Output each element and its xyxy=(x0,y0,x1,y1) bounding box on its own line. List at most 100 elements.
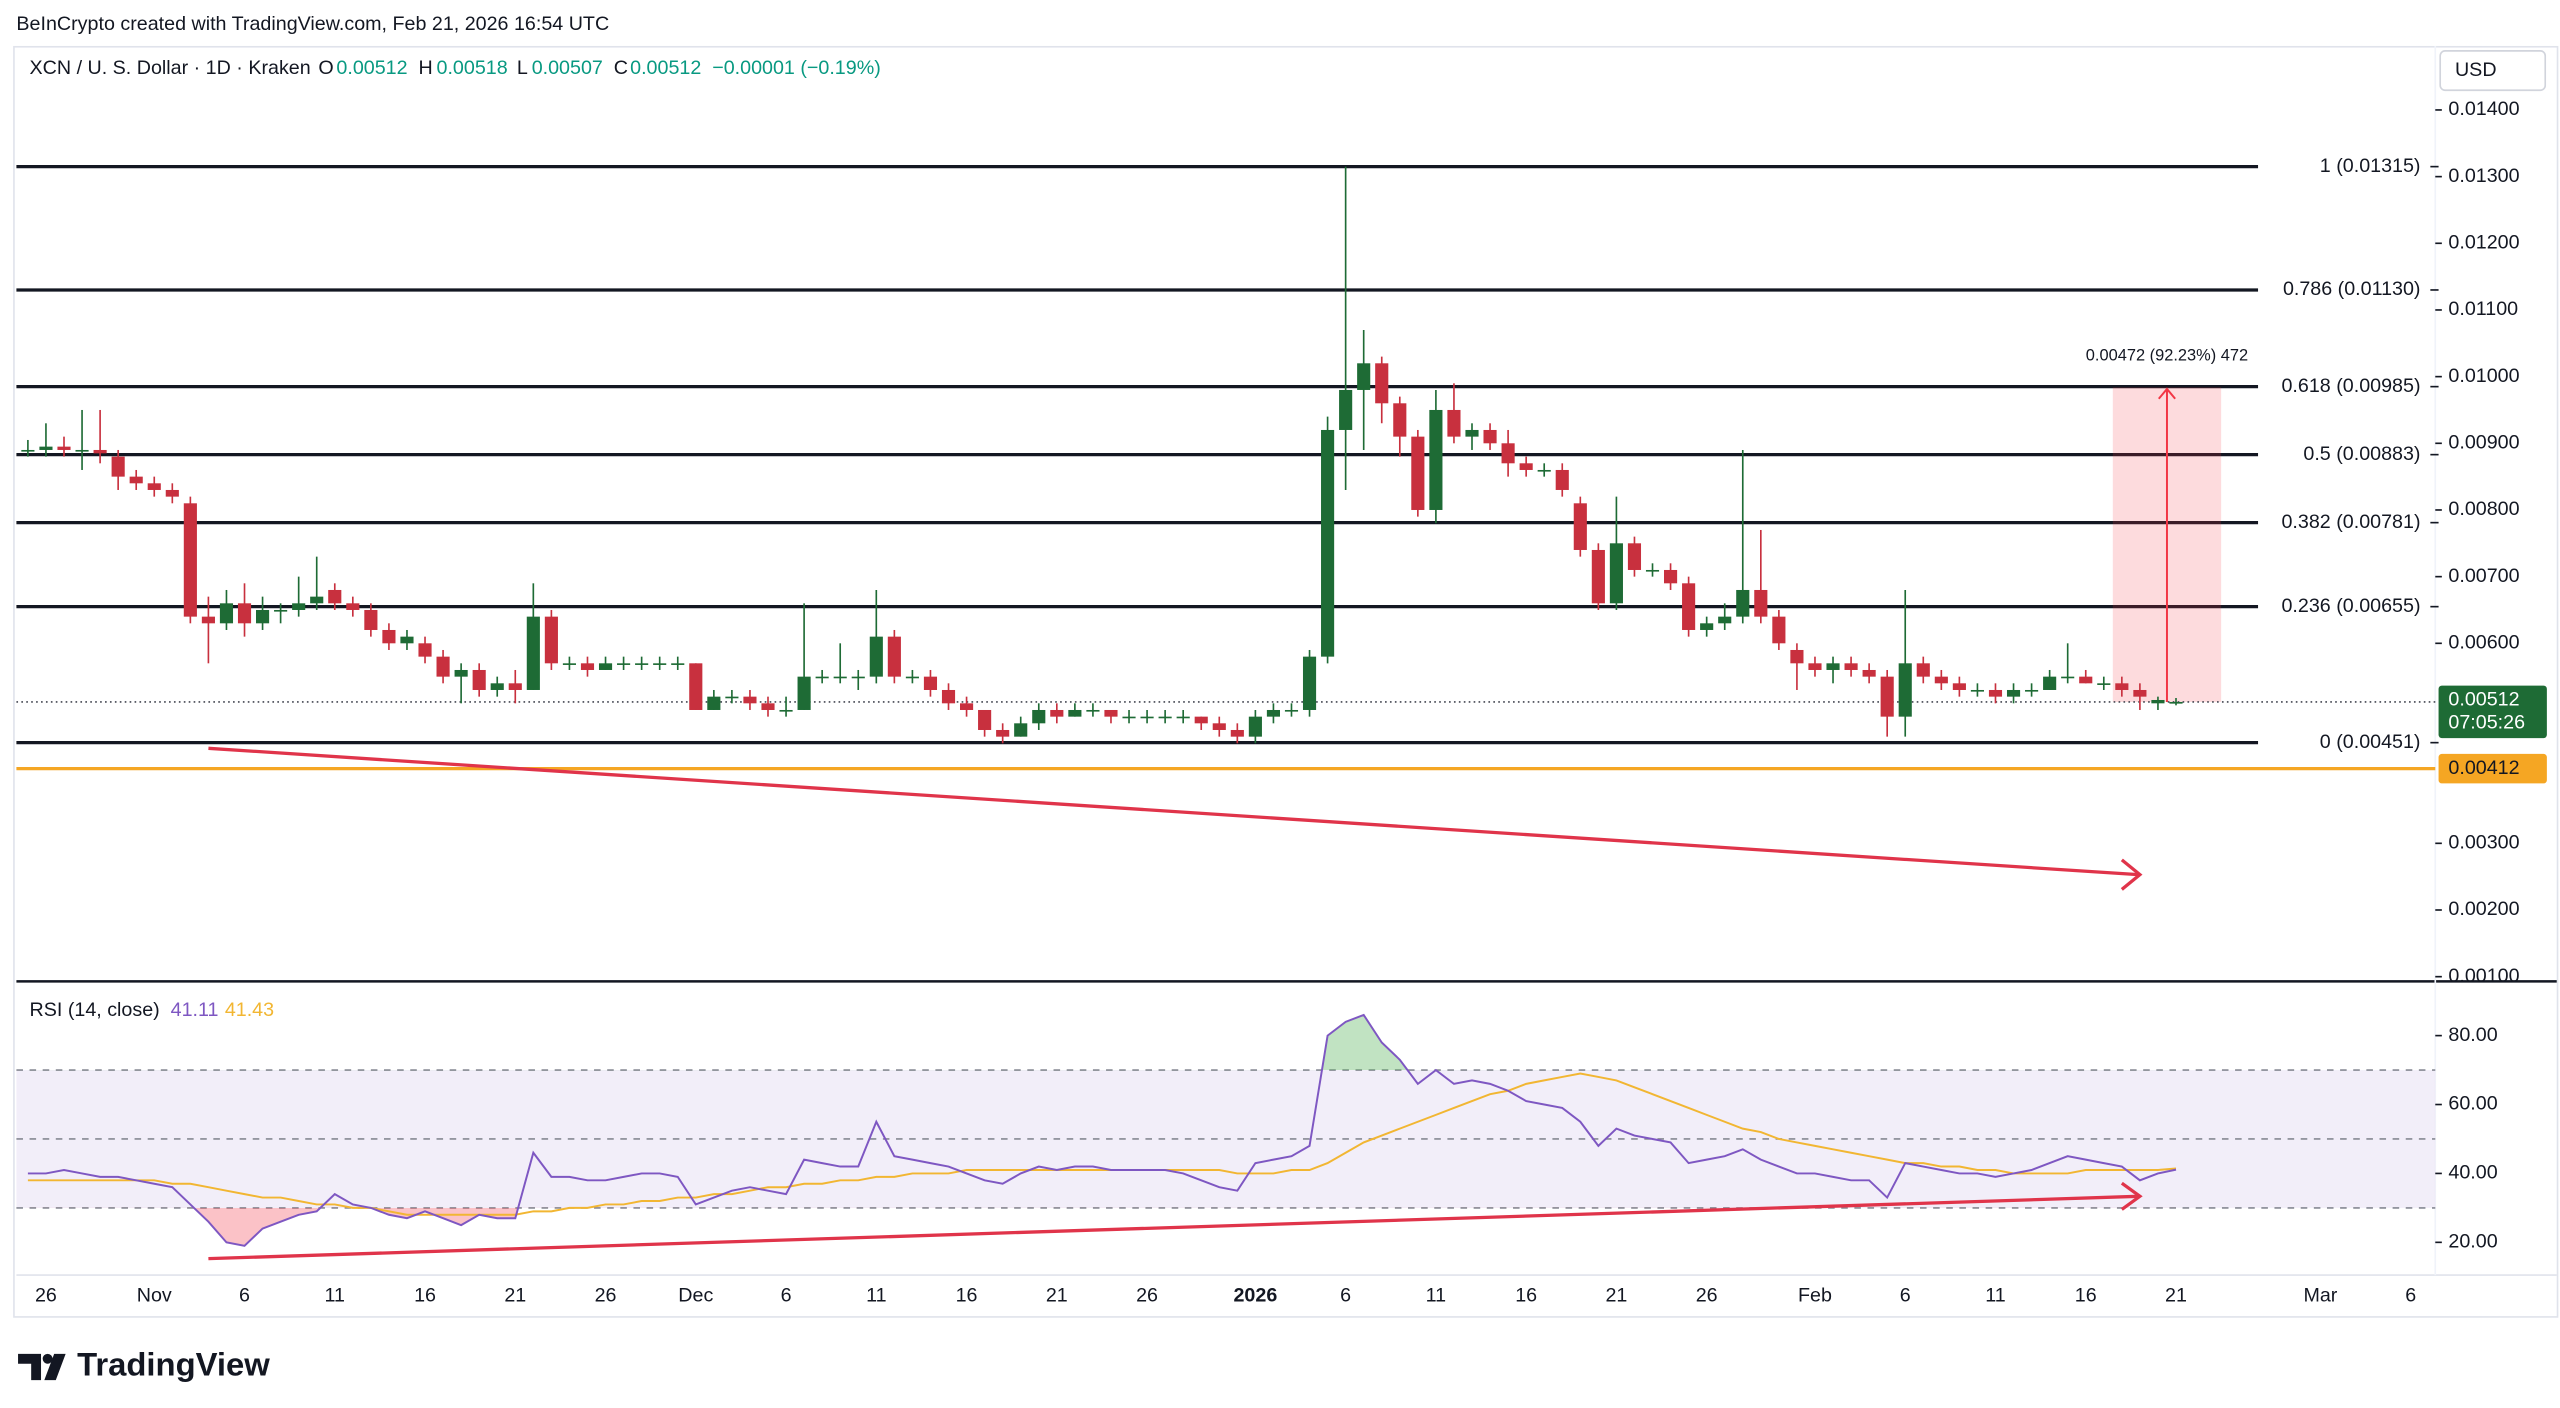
candle-body xyxy=(1122,716,1136,719)
x-tick-label: 16 xyxy=(2075,1285,2097,1307)
plot-layer: 0.01400 0.01300 0.01200 0.01100 0.01000 0.009… xyxy=(16,98,2547,1307)
candle-body xyxy=(129,476,143,484)
support-label: 0.00412 xyxy=(2448,757,2519,779)
candle-body xyxy=(57,446,71,450)
last-price-box xyxy=(2438,685,2547,739)
candle-body xyxy=(923,676,938,690)
candle-body xyxy=(526,616,540,690)
y-tick-label: 0.01200 xyxy=(2448,231,2519,253)
candle-body xyxy=(1447,409,1461,437)
brand-logo: TradingView xyxy=(18,1346,270,1383)
y-tick-label: 0.00800 xyxy=(2448,498,2519,520)
candle-body xyxy=(2061,676,2075,679)
x-tick-label: 26 xyxy=(1136,1285,1158,1307)
y-tick-label: 0.01300 xyxy=(2448,165,2519,187)
candle-body xyxy=(1862,669,1876,677)
x-tick-label: 11 xyxy=(325,1285,345,1307)
x-tick-label: 6 xyxy=(1900,1285,1911,1307)
x-tick-label: Nov xyxy=(137,1285,172,1307)
candle-body xyxy=(978,709,992,730)
ohlc-value: 0.00512 xyxy=(336,57,407,79)
candle-body xyxy=(1158,716,1172,719)
y-tick-label: 0.00600 xyxy=(2448,632,2519,654)
y-tick-label: 0.00300 xyxy=(2448,832,2519,854)
x-tick-label: 6 xyxy=(781,1285,792,1307)
x-tick-label: 11 xyxy=(1426,1285,1446,1307)
candle-body xyxy=(1339,389,1353,430)
rsi-value: 41.11 xyxy=(171,999,219,1021)
oversold-fill xyxy=(27,1207,2176,1246)
x-tick-label: 26 xyxy=(35,1285,57,1307)
candle-body xyxy=(2151,699,2165,704)
candle-body xyxy=(201,616,215,624)
x-tick-label: Dec xyxy=(678,1285,713,1307)
x-tick-label: 16 xyxy=(956,1285,978,1307)
candle-body xyxy=(941,689,956,704)
candle-body xyxy=(454,669,468,677)
candle-body xyxy=(1393,403,1407,437)
rsi-line xyxy=(27,1072,2177,1216)
candle-body xyxy=(310,596,324,604)
candle-body xyxy=(1050,709,1064,717)
candle-body xyxy=(39,446,53,450)
candle-body xyxy=(671,663,685,665)
candle-body xyxy=(292,603,306,610)
candle-body xyxy=(1609,543,1623,604)
x-tick-label: 21 xyxy=(1605,1285,1627,1307)
candle-body xyxy=(472,669,486,690)
candle-body xyxy=(165,489,179,497)
currency-box[interactable] xyxy=(2439,50,2547,92)
fib-label: 1 (0.01315) xyxy=(2320,155,2421,177)
candle-body xyxy=(815,676,829,679)
candle-body xyxy=(2006,689,2021,697)
candle-body xyxy=(1645,569,1660,572)
x-tick-label: 6 xyxy=(239,1285,250,1307)
measure-label: 0.00472 (92.23%) 472 xyxy=(2086,346,2248,364)
candle-body xyxy=(2079,676,2093,684)
y-tick-label: 0.00700 xyxy=(2448,565,2519,587)
candle-body xyxy=(2133,689,2147,697)
rsi-trend-line xyxy=(208,1194,2139,1261)
y-tick-label: 0.00900 xyxy=(2448,432,2519,454)
candle-body xyxy=(1700,623,1714,630)
candle-body xyxy=(418,643,432,657)
x-tick-label: Feb xyxy=(1798,1285,1832,1307)
candle-body xyxy=(598,663,613,670)
candle-body xyxy=(147,483,161,490)
candle-body xyxy=(1754,589,1768,617)
ohlc-value: 0.00507 xyxy=(532,57,603,79)
candle-body xyxy=(1898,663,1912,717)
candle-body xyxy=(1194,716,1208,724)
x-tick-label: 6 xyxy=(1340,1285,1351,1307)
countdown-label: 07:05:26 xyxy=(2448,712,2525,734)
candle-body xyxy=(1718,616,1732,624)
fib-label: 0 (0.00451) xyxy=(2320,731,2421,753)
candle-body xyxy=(707,696,721,710)
x-tick-label: 11 xyxy=(1985,1285,2005,1307)
ohlc-letter: C xyxy=(614,57,628,79)
x-tick-label: 11 xyxy=(866,1285,886,1307)
currency-label: USD xyxy=(2455,59,2497,81)
candle-body xyxy=(1555,469,1569,490)
candle-body xyxy=(1068,709,1082,717)
candle-body xyxy=(996,729,1010,737)
trend-annotations xyxy=(208,746,2143,1261)
candle-body xyxy=(1970,689,1984,692)
measure-arrow-head xyxy=(2158,387,2176,400)
candle-body xyxy=(1664,569,1678,584)
candle-body xyxy=(653,663,667,665)
candle-body xyxy=(1032,709,1046,724)
candle-body xyxy=(1284,709,1299,712)
candle-body xyxy=(93,449,107,454)
candle-body xyxy=(364,609,378,630)
candle-body xyxy=(1826,663,1840,670)
ohlc-value: 0.00512 xyxy=(630,57,701,79)
candle-body xyxy=(21,449,35,452)
y-tick-label: 0.00200 xyxy=(2448,898,2519,920)
fib-label: 0.786 (0.01130) xyxy=(2283,278,2421,300)
candle-body xyxy=(111,456,125,477)
symbol-title: XCN / U. S. Dollar · 1D · Kraken xyxy=(30,57,311,79)
fib-label: 0.618 (0.00985) xyxy=(2281,375,2420,397)
candle-body xyxy=(1934,676,1948,684)
